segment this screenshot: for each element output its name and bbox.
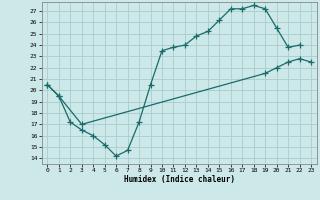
X-axis label: Humidex (Indice chaleur): Humidex (Indice chaleur) bbox=[124, 175, 235, 184]
